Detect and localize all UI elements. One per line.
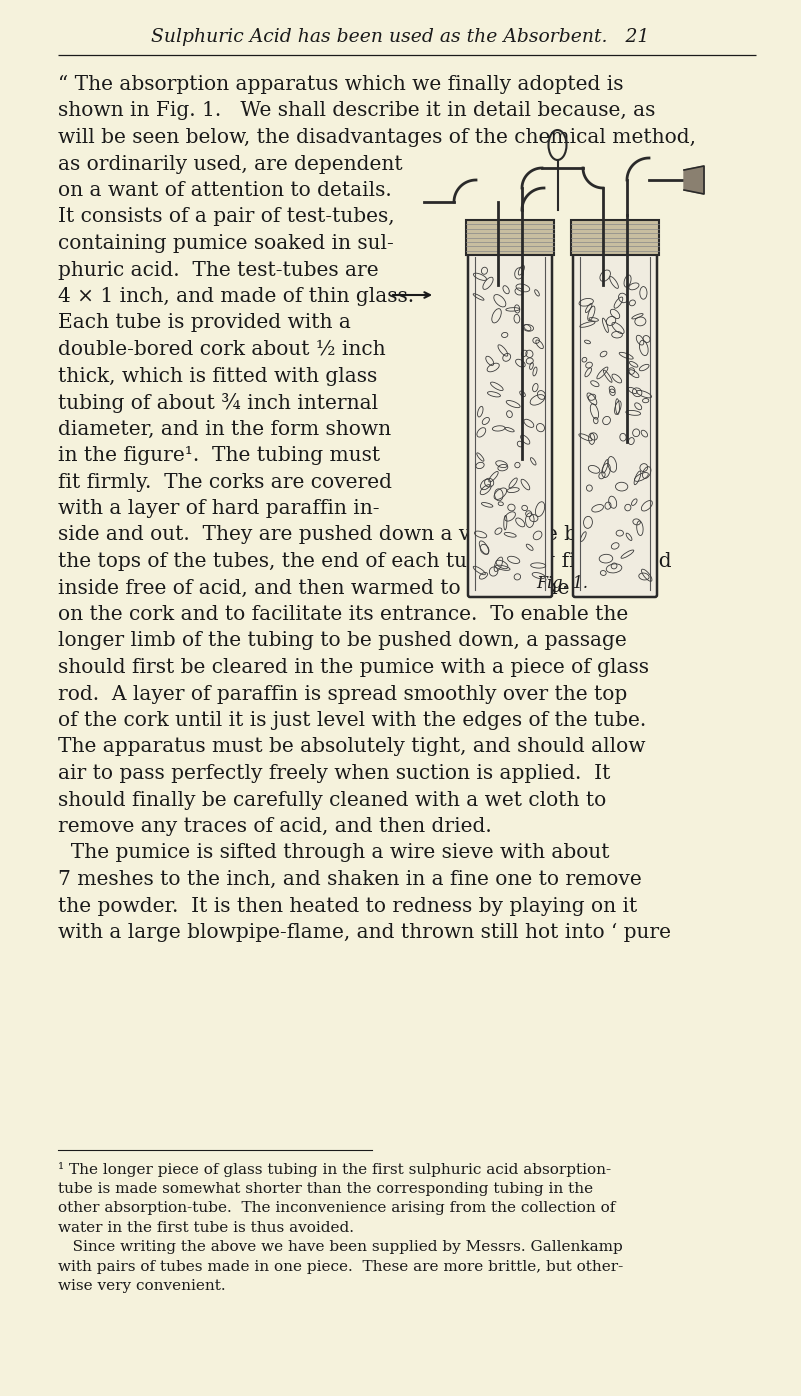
Text: remove any traces of acid, and then dried.: remove any traces of acid, and then drie… — [58, 817, 492, 836]
Text: diameter, and in the form shown: diameter, and in the form shown — [58, 420, 391, 438]
Text: phuric acid.  The test-tubes are: phuric acid. The test-tubes are — [58, 261, 378, 279]
Text: The pumice is sifted through a wire sieve with about: The pumice is sifted through a wire siev… — [58, 843, 610, 863]
Text: Since writing the above we have been supplied by Messrs. Gallenkamp: Since writing the above we have been sup… — [58, 1240, 622, 1254]
Text: with a large blowpipe-flame, and thrown still hot into ‘ pure: with a large blowpipe-flame, and thrown … — [58, 923, 670, 942]
Text: shown in Fig. 1.   We shall describe it in detail because, as: shown in Fig. 1. We shall describe it in… — [58, 102, 655, 120]
Text: fit firmly.  The corks are covered: fit firmly. The corks are covered — [58, 472, 392, 491]
Polygon shape — [684, 166, 704, 194]
Text: the powder.  It is then heated to redness by playing on it: the powder. It is then heated to redness… — [58, 896, 637, 916]
Text: containing pumice soaked in sul-: containing pumice soaked in sul- — [58, 235, 393, 253]
FancyBboxPatch shape — [468, 253, 552, 597]
Text: double-bored cork about ½ inch: double-bored cork about ½ inch — [58, 341, 385, 359]
Text: It consists of a pair of test-tubes,: It consists of a pair of test-tubes, — [58, 208, 394, 226]
Bar — [466, 221, 554, 255]
Text: thick, which is fitted with glass: thick, which is fitted with glass — [58, 367, 377, 385]
Text: inside free of acid, and then warmed to soften the paraffin: inside free of acid, and then warmed to … — [58, 578, 657, 597]
Text: side and out.  They are pushed down a very little below: side and out. They are pushed down a ver… — [58, 525, 625, 544]
Text: water in the first tube is thus avoided.: water in the first tube is thus avoided. — [58, 1220, 354, 1234]
Text: rod.  A layer of paraffin is spread smoothly over the top: rod. A layer of paraffin is spread smoot… — [58, 684, 627, 704]
Text: in the figure¹.  The tubing must: in the figure¹. The tubing must — [58, 445, 380, 465]
Text: with pairs of tubes made in one piece.  These are more brittle, but other-: with pairs of tubes made in one piece. T… — [58, 1259, 623, 1273]
Bar — [571, 221, 659, 255]
Text: should first be cleared in the pumice with a piece of glass: should first be cleared in the pumice wi… — [58, 658, 649, 677]
Text: with a layer of hard paraffin in-: with a layer of hard paraffin in- — [58, 498, 379, 518]
Text: tubing of about ¾ inch internal: tubing of about ¾ inch internal — [58, 394, 378, 413]
FancyBboxPatch shape — [573, 253, 657, 597]
Text: will be seen below, the disadvantages of the chemical method,: will be seen below, the disadvantages of… — [58, 128, 696, 147]
Text: other absorption-tube.  The inconvenience arising from the collection of: other absorption-tube. The inconvenience… — [58, 1201, 615, 1215]
Text: 4 × 1 inch, and made of thin glass.: 4 × 1 inch, and made of thin glass. — [58, 288, 414, 306]
Text: as ordinarily used, are dependent: as ordinarily used, are dependent — [58, 155, 402, 173]
Text: 7 meshes to the inch, and shaken in a fine one to remove: 7 meshes to the inch, and shaken in a fi… — [58, 870, 642, 889]
Text: on a want of attention to details.: on a want of attention to details. — [58, 181, 392, 200]
Text: The apparatus must be absolutely tight, and should allow: The apparatus must be absolutely tight, … — [58, 737, 645, 757]
Text: the tops of the tubes, the end of each tube being first wiped: the tops of the tubes, the end of each t… — [58, 551, 671, 571]
Text: on the cork and to facilitate its entrance.  To enable the: on the cork and to facilitate its entran… — [58, 604, 628, 624]
Text: “ The absorption apparatus which we finally adopted is: “ The absorption apparatus which we fina… — [58, 75, 623, 94]
Text: Each tube is provided with a: Each tube is provided with a — [58, 314, 351, 332]
Text: Sulphuric Acid has been used as the Absorbent.   21: Sulphuric Acid has been used as the Abso… — [151, 28, 650, 46]
Text: tube is made somewhat shorter than the corresponding tubing in the: tube is made somewhat shorter than the c… — [58, 1181, 593, 1195]
Text: air to pass perfectly freely when suction is applied.  It: air to pass perfectly freely when suctio… — [58, 764, 610, 783]
Text: of the cork until it is just level with the edges of the tube.: of the cork until it is just level with … — [58, 711, 646, 730]
Text: wise very convenient.: wise very convenient. — [58, 1279, 225, 1293]
Text: should finally be carefully cleaned with a wet cloth to: should finally be carefully cleaned with… — [58, 790, 606, 810]
Text: ¹ The longer piece of glass tubing in the first sulphuric acid absorption-: ¹ The longer piece of glass tubing in th… — [58, 1161, 611, 1177]
Text: Fig. 1.: Fig. 1. — [537, 575, 589, 592]
Text: longer limb of the tubing to be pushed down, a passage: longer limb of the tubing to be pushed d… — [58, 631, 626, 651]
